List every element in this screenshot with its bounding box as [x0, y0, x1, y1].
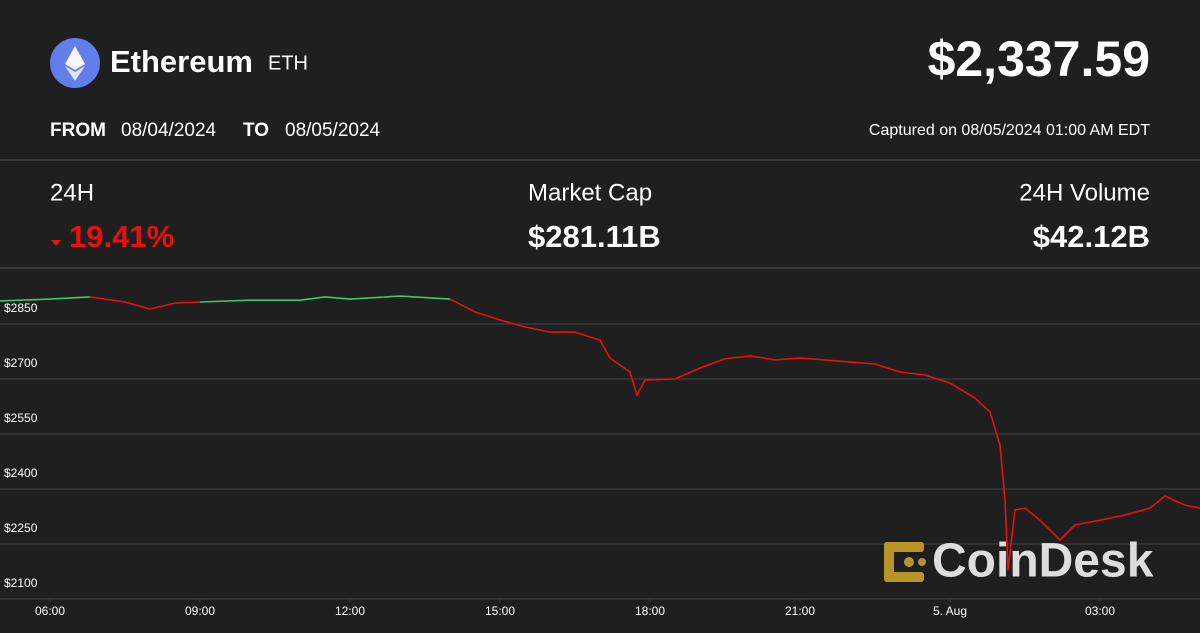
x-tick-label: 5. Aug — [933, 604, 967, 618]
to-label: TO — [243, 120, 269, 141]
y-tick-label: $2550 — [4, 411, 38, 425]
stat-label: 24H Volume — [1019, 179, 1150, 206]
stat-value: 19.41% — [69, 219, 174, 254]
stat-value: $281.11B — [528, 219, 661, 254]
x-tick-label: 06:00 — [35, 604, 65, 618]
captured-note: Captured on 08/05/2024 01:00 AM EDT — [869, 122, 1150, 139]
price-line — [199, 295, 451, 303]
x-tick-label: 18:00 — [635, 604, 665, 618]
y-tick-label: $2400 — [4, 466, 38, 480]
stat-label: 24H — [50, 179, 94, 206]
y-tick-label: $2100 — [4, 576, 38, 590]
y-tick-label: $2850 — [4, 301, 38, 315]
x-tick-label: 03:00 — [1085, 604, 1115, 618]
stat-label: Market Cap — [528, 179, 652, 206]
y-tick-label: $2250 — [4, 521, 38, 535]
down-arrow — [51, 240, 61, 246]
price-line — [449, 298, 1200, 571]
brand-logo: CoinDesk — [884, 535, 1154, 588]
to-date: 08/05/2024 — [285, 120, 381, 141]
y-tick-label: $2700 — [4, 356, 38, 370]
x-tick-label: 21:00 — [785, 604, 815, 618]
x-tick-label: 12:00 — [335, 604, 365, 618]
brand-name: CoinDesk — [932, 535, 1154, 588]
price-line — [0, 296, 91, 302]
from-label: FROM — [50, 120, 106, 141]
eth-logo — [50, 38, 100, 88]
price-line — [89, 296, 201, 310]
stat-value: $42.12B — [1033, 219, 1150, 254]
price: $2,337.59 — [928, 31, 1150, 87]
x-tick-label: 15:00 — [485, 604, 515, 618]
plot: $2100 $2250 $2400 $2550 $2700 $2850 06:00 09:00… — [0, 295, 1200, 618]
coin-symbol: ETH — [268, 52, 308, 74]
x-tick-label: 09:00 — [185, 604, 215, 618]
from-date: 08/04/2024 — [121, 120, 217, 141]
coin-name: Ethereum — [110, 44, 253, 79]
